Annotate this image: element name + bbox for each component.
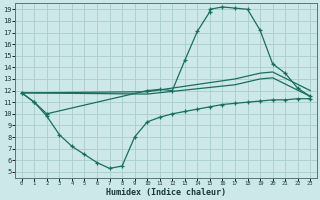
X-axis label: Humidex (Indice chaleur): Humidex (Indice chaleur): [106, 188, 226, 197]
